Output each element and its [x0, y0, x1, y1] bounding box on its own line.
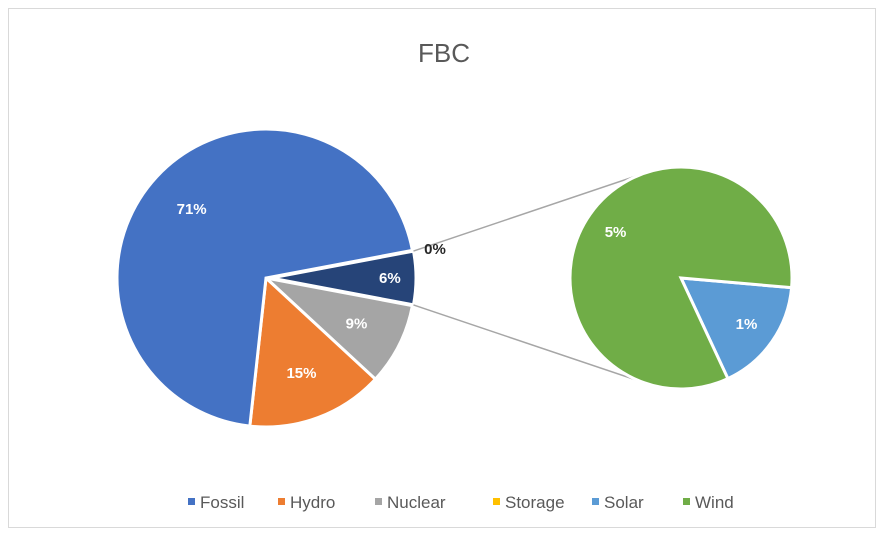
legend-swatch-storage [493, 498, 500, 505]
legend-label-nuclear: Nuclear [387, 493, 446, 512]
data-label-fossil: 71% [177, 201, 207, 218]
legend-swatch-hydro [278, 498, 285, 505]
legend-label-wind: Wind [695, 493, 734, 512]
chart-title: FBC [418, 38, 470, 68]
legend-item-fossil: Fossil [188, 493, 244, 512]
legend-swatch-nuclear [375, 498, 382, 505]
legend-swatch-solar [592, 498, 599, 505]
pie-slice-fossil [115, 127, 415, 428]
legend-swatch-fossil [188, 498, 195, 505]
data-label-hydro: 15% [286, 365, 316, 382]
secondary-slice-solar [678, 276, 794, 381]
legend-label-solar: Solar [604, 493, 644, 512]
legend-label-fossil: Fossil [200, 493, 244, 512]
data-label-nuclear: 9% [346, 316, 368, 333]
connector-line-top [413, 172, 644, 252]
legend-label-hydro: Hydro [290, 493, 335, 512]
legend-swatch-wind [683, 498, 690, 505]
pie-slice-nuclear [261, 275, 415, 382]
secondary-slice-wind [568, 165, 794, 391]
data-label-other: 6% [379, 270, 401, 287]
data-label-storage: 0% [424, 241, 446, 258]
data-label-wind: 5% [605, 224, 627, 241]
data-label-solar: 1% [736, 316, 758, 333]
legend-item-hydro: Hydro [278, 493, 335, 512]
legend-label-storage: Storage [505, 493, 565, 512]
pie-slice-hydro [248, 274, 378, 429]
legend-item-solar: Solar [592, 493, 644, 512]
legend-item-storage: Storage [493, 493, 565, 512]
connector-line-bottom [413, 304, 644, 384]
legend-item-wind: Wind [683, 493, 734, 512]
legend-item-nuclear: Nuclear [375, 493, 446, 512]
